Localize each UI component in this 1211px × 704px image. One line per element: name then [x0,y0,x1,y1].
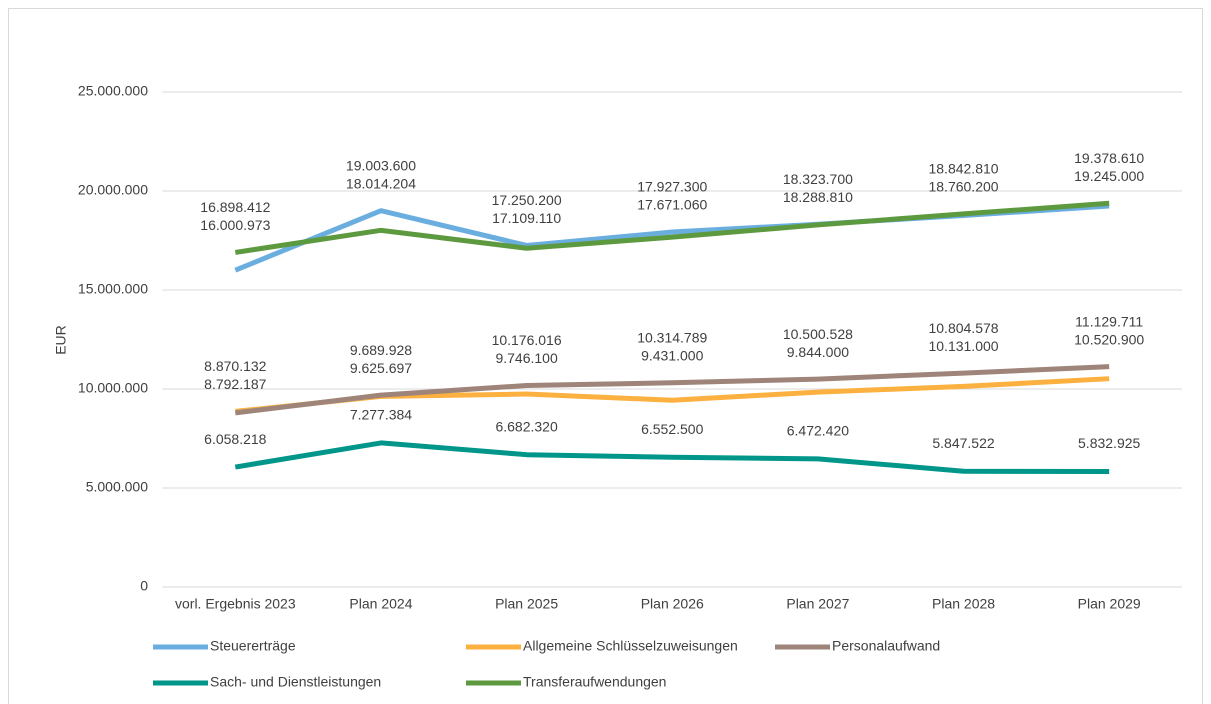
series-line [234,440,1110,475]
x-tick-label: vorl. Ergebnis 2023 [175,596,296,612]
data-label: 16.000.973 [200,217,270,233]
legend-label: Steuererträge [210,638,296,654]
data-label: 18.842.810 [928,161,998,177]
data-label: 10.131.000 [928,338,998,354]
x-tick-label: Plan 2026 [641,596,704,612]
data-label: 17.109.110 [492,210,561,226]
data-label: 10.520.900 [1074,331,1144,347]
data-label: 16.898.412 [200,199,270,215]
data-label: 9.746.100 [495,350,557,366]
y-tick-label: 10.000.000 [78,380,148,396]
chart-border [8,8,1203,704]
data-label: 9.689.928 [350,342,412,358]
y-tick-label: 0 [140,578,148,594]
x-tick-label: Plan 2027 [786,596,849,612]
data-label: 17.671.060 [637,197,707,213]
data-label: 10.500.528 [783,326,853,342]
y-axis-label: EUR [53,325,69,355]
data-label: 18.288.810 [783,189,853,205]
data-label: 9.431.000 [641,347,703,363]
data-label: 18.014.204 [346,175,416,191]
data-label: 19.378.610 [1074,150,1144,166]
data-label: 17.927.300 [637,179,707,195]
data-label: 5.832.925 [1078,435,1140,451]
data-label: 18.760.200 [928,179,998,195]
data-label: 11.129.711 [1075,313,1143,329]
data-label: 10.804.578 [928,320,998,336]
y-tick-label: 5.000.000 [86,479,148,495]
data-label: 6.552.500 [641,421,703,437]
data-label: 6.472.420 [787,423,849,439]
x-tick-label: Plan 2029 [1078,596,1141,612]
data-label: 8.870.132 [204,358,266,374]
data-label: 10.176.016 [492,332,562,348]
legend-label: Sach- und Dienstleistungen [210,674,381,690]
data-label: 9.844.000 [787,344,849,360]
data-label: 9.625.697 [350,360,412,376]
series-line [235,364,1110,416]
data-label: 19.245.000 [1074,168,1144,184]
y-tick-label: 20.000.000 [78,182,148,198]
series-line [234,200,1110,255]
y-tick-label: 15.000.000 [78,281,148,297]
data-label: 6.682.320 [495,418,557,434]
data-label: 17.250.200 [492,192,562,208]
x-tick-label: Plan 2025 [495,596,558,612]
data-label: 7.277.384 [350,407,412,423]
x-tick-label: Plan 2024 [349,596,412,612]
legend-label: Personalaufwand [832,638,940,654]
data-label: 10.314.789 [637,329,707,345]
legend-label: Allgemeine Schlüsselzuweisungen [523,638,738,654]
data-label: 5.847.522 [932,435,994,451]
data-label: 19.003.600 [346,157,416,173]
y-tick-label: 25.000.000 [78,83,148,99]
x-tick-label: Plan 2028 [932,596,995,612]
legend-label: Transferaufwendungen [523,674,666,690]
data-label: 8.792.187 [204,376,266,392]
data-label: 6.058.218 [204,431,266,447]
data-label: 18.323.700 [783,171,853,187]
